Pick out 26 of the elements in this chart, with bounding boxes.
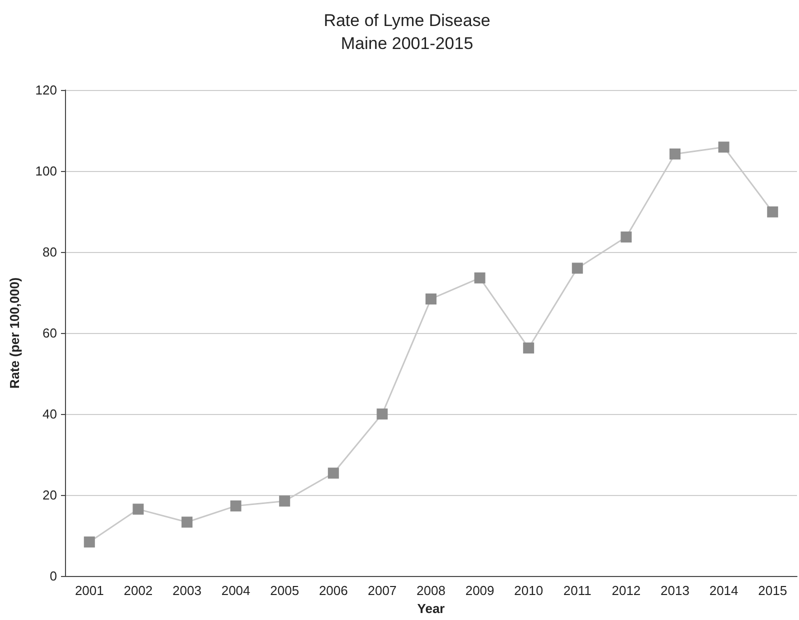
x-axis-title: Year	[417, 601, 445, 616]
x-tick-label: 2012	[612, 583, 641, 598]
x-tick-label: 2005	[270, 583, 300, 598]
x-tick-label: 2007	[368, 583, 397, 598]
x-tick-label: 2010	[514, 583, 544, 598]
x-tick-label: 2008	[416, 583, 446, 598]
x-tick-label: 2014	[709, 583, 738, 598]
y-tick-label: 20	[42, 488, 57, 502]
x-tick-label: 2009	[465, 583, 494, 598]
y-tick-label: 40	[42, 406, 57, 422]
x-tick-label: 2013	[660, 583, 690, 598]
x-tick-label: 2006	[318, 583, 348, 598]
x-tick-label: 2011	[563, 583, 592, 598]
x-tick-label: 2002	[124, 583, 153, 598]
y-tick-label: 120	[35, 82, 57, 98]
chart-subtitle: Maine 2001-2015	[340, 34, 474, 53]
y-tick-label: 100	[35, 164, 57, 178]
y-tick-label: 0	[50, 568, 57, 584]
x-tick-label: 2003	[172, 583, 202, 598]
y-axis-title: Rate (per 100,000)	[7, 277, 22, 389]
chart-title: Rate of Lyme Disease	[324, 11, 490, 30]
y-tick-label: 80	[42, 244, 57, 260]
x-tick-label: 2004	[221, 583, 250, 598]
y-tick-label: 60	[42, 326, 57, 340]
x-tick-label: 2015	[758, 583, 788, 598]
x-tick-label: 2001	[74, 583, 104, 598]
